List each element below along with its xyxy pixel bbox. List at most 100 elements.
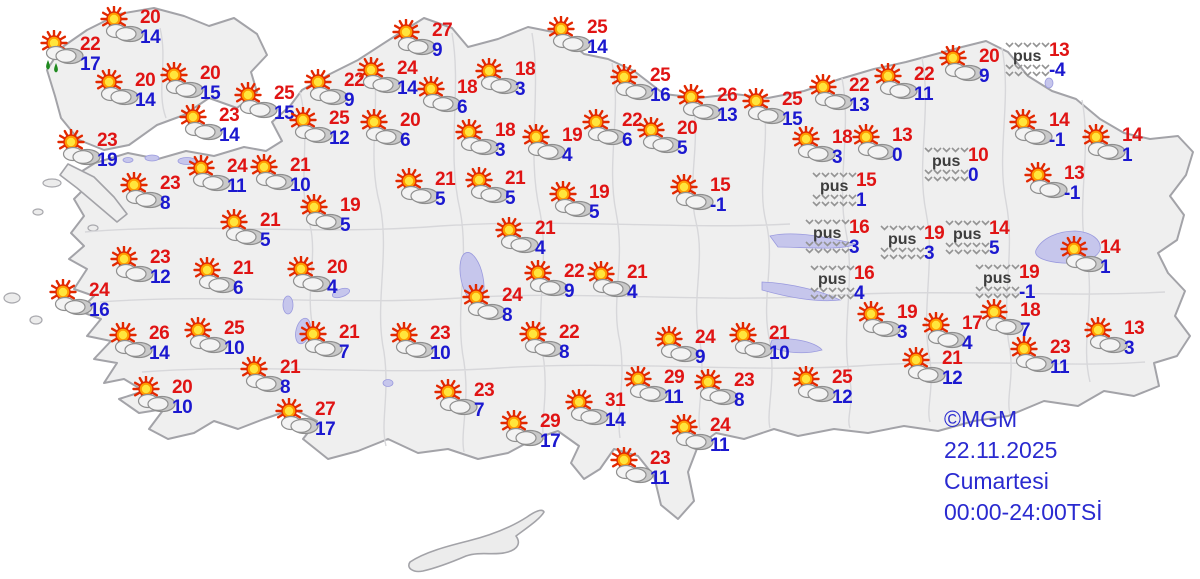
- partly-cloudy-icon: [239, 355, 285, 401]
- low-temp: 16: [650, 85, 671, 106]
- low-temp: 9: [695, 347, 706, 368]
- haze-icon: pus: [944, 218, 994, 261]
- high-temp: 27: [432, 20, 453, 41]
- low-temp: 5: [435, 189, 446, 210]
- weather-station: 19 5: [548, 180, 610, 225]
- haze-label: pus: [820, 178, 849, 195]
- low-temp: 7: [1020, 320, 1031, 341]
- weather-station: 23 8: [119, 171, 181, 216]
- weather-station: 18 6: [416, 75, 478, 120]
- partly-cloudy-icon: [564, 388, 610, 434]
- low-temp: 8: [734, 390, 745, 411]
- high-temp: 22: [914, 64, 935, 85]
- partly-cloudy-icon: [394, 167, 440, 213]
- low-temp: 14: [140, 27, 161, 48]
- weather-station: 25 15: [233, 81, 295, 126]
- partly-cloudy-icon: [654, 325, 700, 371]
- partly-cloudy-icon: [359, 108, 405, 154]
- high-temp: 23: [650, 448, 671, 469]
- partly-cloudy-icon: [586, 260, 632, 306]
- high-temp: 22: [564, 261, 585, 282]
- weather-station: 23 11: [1009, 335, 1071, 380]
- haze-label: pus: [813, 225, 842, 242]
- low-temp: -1: [1064, 183, 1080, 204]
- lake-cildir: [1044, 77, 1054, 89]
- weather-station: 18 7: [979, 298, 1041, 343]
- anatolia-landmass: [68, 17, 1194, 520]
- high-temp: 24: [397, 58, 418, 79]
- low-temp: 5: [589, 202, 600, 223]
- low-temp: 11: [650, 468, 670, 489]
- weather-station: 21 12: [901, 346, 963, 391]
- high-temp: 19: [562, 125, 583, 146]
- partly-cloudy-icon: [669, 173, 715, 219]
- thrace-landmass: [46, 7, 268, 151]
- weather-station: 29 17: [499, 409, 561, 454]
- partly-cloudy-icon: [298, 320, 344, 366]
- partly-cloudy-icon: [921, 311, 967, 357]
- low-temp: 8: [280, 377, 291, 398]
- low-temp: 5: [677, 138, 688, 159]
- partly-cloudy-icon: [1081, 123, 1127, 169]
- low-temp: 0: [968, 165, 979, 186]
- low-temp: 4: [854, 283, 865, 304]
- high-temp: 13: [1124, 318, 1145, 339]
- low-temp: 16: [89, 300, 110, 321]
- weather-station: 24 8: [461, 283, 523, 328]
- high-temp: 20: [140, 7, 161, 28]
- weather-station: 18 3: [791, 125, 853, 171]
- high-temp: 19: [340, 195, 361, 216]
- low-temp: 3: [495, 140, 506, 161]
- weather-station: 25 16: [609, 63, 671, 108]
- low-temp: 9: [564, 281, 575, 302]
- rain-drops: [46, 59, 58, 72]
- weather-station: 25 10: [183, 316, 245, 361]
- partly-cloudy-icon: [1059, 235, 1105, 281]
- low-temp: 1: [1100, 257, 1111, 278]
- low-temp: 11: [710, 435, 730, 456]
- map-footer: ©MGM 22.11.2025 Cumartesi 00:00-24:00TSİ: [944, 404, 1103, 528]
- weather-station: 24 11: [669, 413, 731, 459]
- high-temp: 19: [897, 302, 918, 323]
- haze-icon: pus: [1004, 40, 1054, 83]
- weather-station: 23 14: [178, 103, 240, 148]
- high-temp: 23: [1050, 337, 1071, 358]
- partly-cloudy-icon: [808, 73, 854, 119]
- high-temp: 25: [224, 318, 245, 339]
- low-temp: 12: [150, 267, 171, 288]
- partly-cloudy-icon: [791, 125, 837, 171]
- haze-label: pus: [953, 226, 982, 243]
- low-temp: 12: [832, 387, 853, 408]
- low-temp: 3: [849, 237, 860, 258]
- high-temp: 13: [1049, 40, 1070, 61]
- weather-station: pus 15 1: [811, 169, 877, 213]
- high-temp: 25: [782, 89, 803, 110]
- weather-station: 24 11: [186, 154, 248, 199]
- high-temp: 20: [172, 377, 193, 398]
- partly-cloudy-icon: [192, 256, 238, 302]
- high-temp: 21: [339, 322, 360, 343]
- low-temp: 3: [924, 243, 935, 264]
- weather-station: 14 1: [1081, 123, 1143, 169]
- weather-station: 22 8: [518, 320, 580, 366]
- high-temp: 16: [849, 217, 870, 238]
- partly-cloudy-icon: [454, 118, 500, 164]
- partly-cloudy-icon: [669, 413, 715, 459]
- weather-station: 13 3: [1083, 316, 1145, 361]
- low-temp: 7: [339, 342, 350, 363]
- sun-cloud-rain-icon: [39, 29, 85, 81]
- partly-cloudy-icon: [518, 320, 564, 366]
- partly-cloudy-icon: [109, 245, 155, 291]
- high-temp: 24: [227, 156, 248, 177]
- low-temp: 15: [200, 83, 221, 104]
- low-temp: 6: [457, 97, 468, 118]
- low-temp: 19: [97, 150, 118, 171]
- high-temp: 15: [710, 175, 731, 196]
- low-temp: 15: [274, 103, 295, 124]
- partly-cloudy-icon: [741, 87, 787, 133]
- low-temp: 9: [432, 40, 443, 61]
- high-temp: 21: [535, 218, 556, 239]
- forecast-date: 22.11.2025: [944, 437, 1058, 463]
- partly-cloudy-icon: [523, 259, 569, 305]
